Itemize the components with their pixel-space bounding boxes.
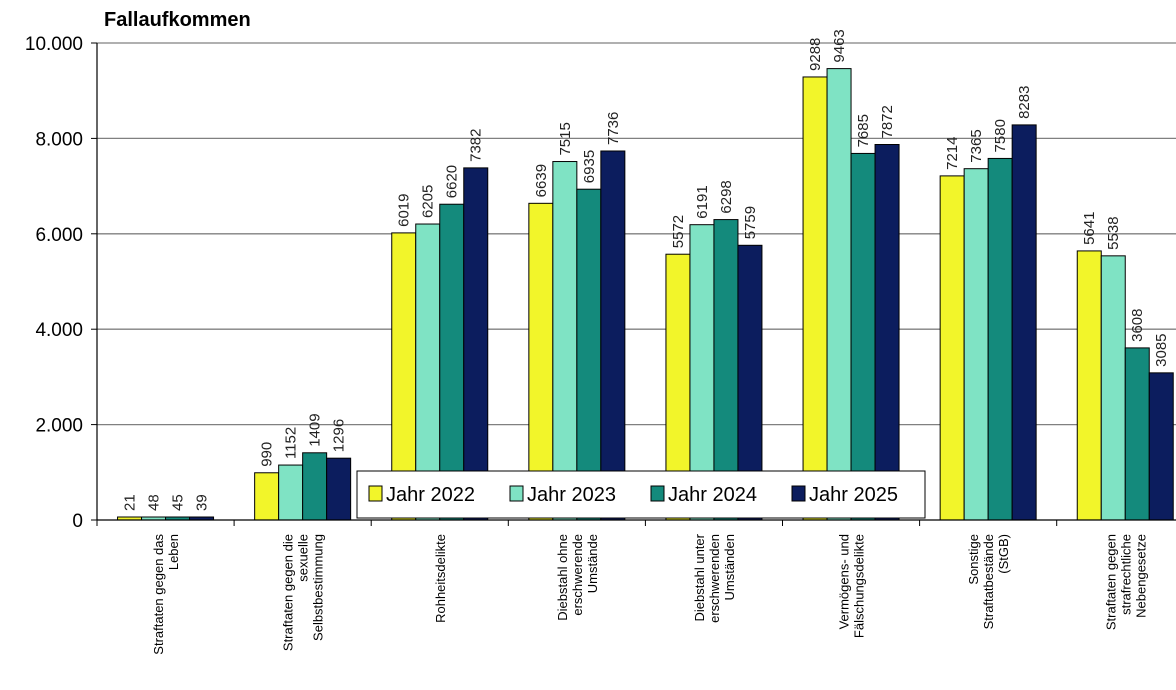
bar: [875, 145, 899, 520]
data-label: 6019: [396, 194, 413, 227]
y-tick-label: 8.000: [35, 129, 83, 150]
x-tick-label: Diebstahl ohne: [555, 534, 570, 621]
y-tick-label: 10.000: [25, 34, 83, 55]
data-label: 7736: [605, 112, 622, 145]
bar: [803, 77, 827, 520]
bar: [577, 189, 601, 520]
x-tick-label: Sonstige: [966, 534, 981, 585]
data-label: 3608: [1129, 309, 1146, 342]
data-label: 6935: [581, 150, 598, 183]
x-tick-label: Nebengesetze: [1133, 534, 1148, 618]
y-tick-label: 6.000: [35, 225, 83, 246]
bar: [827, 69, 851, 520]
legend-swatch: [369, 486, 382, 501]
x-tick-label: strafrechtliche: [1118, 534, 1133, 615]
data-label: 3085: [1153, 333, 1170, 366]
bar: [464, 168, 488, 520]
bars: [118, 69, 1174, 520]
x-tick-label: erschwerende: [570, 534, 585, 616]
x-tick-label: Selbstbestimmung: [311, 534, 326, 641]
x-tick-label: Straftaten gegen die: [281, 534, 296, 651]
data-label: 9463: [831, 29, 848, 62]
x-tick-label: Straftaten gegen: [1103, 534, 1118, 630]
x-tick-label: Umständen: [722, 534, 737, 600]
data-label: 8283: [1016, 86, 1033, 119]
data-label: 39: [194, 494, 211, 511]
data-label: 6191: [694, 185, 711, 218]
x-tick-label: Vermögens- und: [837, 534, 852, 629]
x-tick-label: Straftaten gegen das: [151, 534, 166, 655]
legend-swatch: [651, 486, 664, 501]
data-label: 1409: [307, 413, 324, 446]
y-axis-label: Fallaufkommen: [104, 9, 251, 31]
y-tick-label: 4.000: [35, 320, 83, 341]
data-label: 7365: [968, 129, 985, 162]
x-tick-label: (StGB): [996, 534, 1011, 574]
data-label: 6639: [533, 164, 550, 197]
legend: Jahr 2022 Jahr 2023 Jahr 2024 Jahr 2025: [357, 471, 925, 518]
legend-label: Jahr 2024: [668, 484, 757, 506]
data-label: 7580: [992, 119, 1009, 152]
data-label: 9288: [807, 38, 824, 71]
bar: [553, 162, 577, 520]
data-label: 990: [259, 442, 276, 467]
x-tick-label: Rohheitsdelikte: [433, 534, 448, 623]
data-label: 5538: [1105, 216, 1122, 249]
legend-label: Jahr 2025: [809, 484, 898, 506]
data-label: 21: [122, 494, 139, 511]
bar: [1149, 373, 1173, 520]
data-label: 45: [170, 494, 187, 511]
data-label: 7382: [468, 129, 485, 162]
data-label: 6620: [444, 165, 461, 198]
x-tick-label: Leben: [166, 534, 181, 570]
data-label: 6298: [718, 180, 735, 213]
data-label: 48: [146, 494, 163, 511]
bar: [851, 153, 875, 520]
legend-swatch: [792, 486, 805, 501]
y-tick-label: 0: [72, 511, 83, 532]
x-tick-label: Straftatbestände: [981, 534, 996, 629]
data-label: 7515: [557, 122, 574, 155]
bar: [1012, 125, 1036, 520]
x-tick-label: sexuelle: [296, 534, 311, 582]
bar: [1101, 256, 1125, 520]
bar: [964, 169, 988, 520]
x-tick-label: erschwerenden: [707, 534, 722, 623]
x-tick-label: Diebstahl unter: [692, 533, 707, 621]
x-tick-label: Fälschungsdelikte: [852, 534, 867, 638]
data-label: 7685: [855, 114, 872, 147]
data-label: 1152: [283, 427, 300, 459]
legend-label: Jahr 2023: [527, 484, 616, 506]
bar: [1125, 348, 1149, 520]
bar: [279, 465, 303, 520]
bar: [1077, 251, 1101, 520]
y-tick-label: 2.000: [35, 416, 83, 437]
bar: [255, 473, 279, 520]
bar: [327, 458, 351, 520]
data-label: 7214: [944, 137, 961, 170]
legend-label: Jahr 2022: [386, 484, 475, 506]
data-label: 1296: [331, 419, 348, 452]
data-label: 5759: [742, 206, 759, 239]
bar: [988, 158, 1012, 520]
y-tick-labels: 0 2.000 4.000 6.000 8.000 10.000: [25, 34, 83, 532]
bar: [303, 453, 327, 520]
x-tick-labels: Straftaten gegen das Leben Straftaten gege…: [151, 533, 1148, 654]
x-tick-label: Umstände: [585, 534, 600, 593]
bar: [940, 176, 964, 520]
data-label: 5572: [670, 215, 687, 248]
legend-swatch: [510, 486, 523, 501]
bar: [601, 151, 625, 520]
data-label: 7872: [879, 105, 896, 138]
data-label: 5641: [1081, 212, 1098, 245]
data-label: 6205: [420, 185, 437, 218]
